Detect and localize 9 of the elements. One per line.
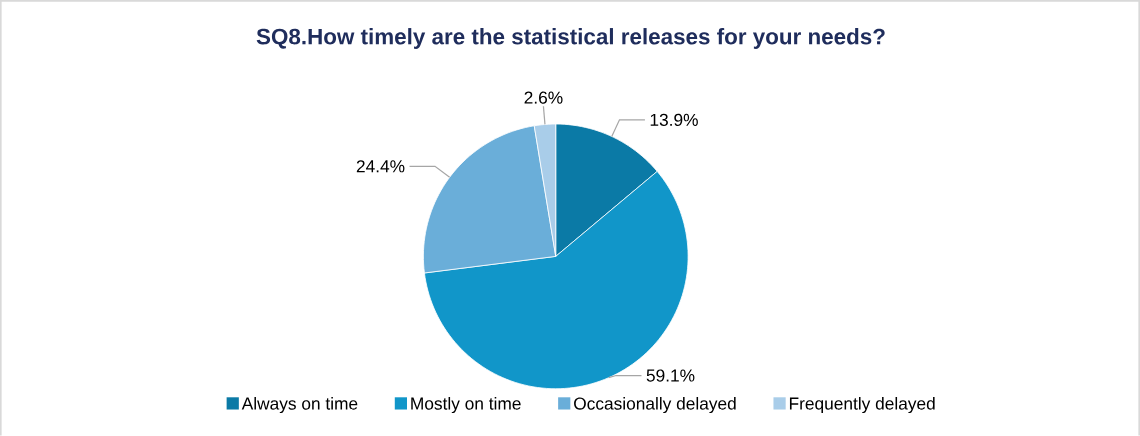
data-label: 13.9% — [650, 113, 698, 126]
chart-title: SQ8.How timely are the statistical releases for your needs? — [256, 27, 885, 49]
legend-label: Frequently delayed — [789, 396, 935, 413]
data-label: 24.4% — [356, 159, 405, 173]
data-label: 59.1% — [646, 369, 695, 382]
legend-label: Always on time — [241, 396, 358, 413]
legend-label: Occasionally delayed — [574, 396, 736, 413]
legend-label: Mostly on time — [411, 396, 521, 413]
data-label: 2.6% — [524, 91, 563, 104]
